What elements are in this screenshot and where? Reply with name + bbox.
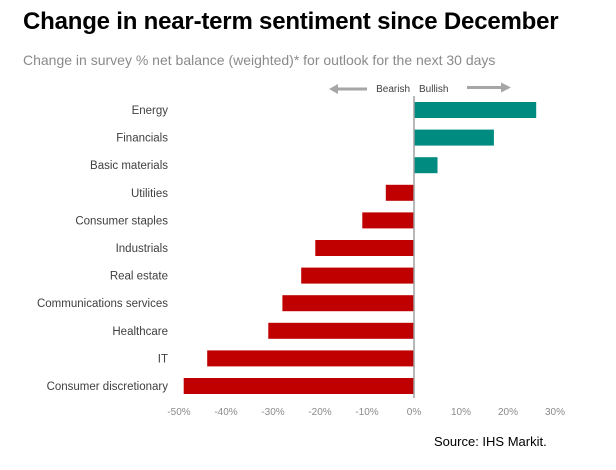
x-tick-label: -40%	[214, 407, 237, 418]
x-tick-label: -10%	[355, 407, 378, 418]
category-label: IT	[158, 353, 168, 365]
bar-real-estate	[301, 267, 414, 284]
bar-it	[207, 350, 414, 367]
bar-energy	[414, 102, 537, 118]
bar-consumer-staples	[362, 212, 414, 229]
bullish-arrow-icon	[467, 82, 511, 93]
x-tick-label: 20%	[498, 407, 518, 418]
x-tick-label: 0%	[407, 407, 422, 418]
bar-healthcare	[268, 322, 414, 339]
category-label: Energy	[132, 105, 169, 117]
bullish-label: Bullish	[419, 84, 448, 95]
category-label: Real estate	[110, 271, 168, 283]
x-tick-label: -50%	[167, 407, 190, 418]
category-label: Communications services	[37, 298, 168, 310]
category-label: Utilities	[131, 188, 168, 200]
x-tick-label: -30%	[261, 407, 284, 418]
category-label: Industrials	[116, 243, 169, 255]
category-label: Basic materials	[90, 160, 168, 172]
bar-chart: Bearish Bullish Energy Financials Basic ma…	[37, 82, 565, 418]
source-note: Source: IHS Markit.	[434, 434, 547, 449]
x-tick-label: 10%	[451, 407, 471, 418]
bearish-arrow-icon	[329, 84, 367, 94]
chart-title: Change in near-term sentiment since Dece…	[23, 8, 559, 35]
bar-consumer-discretionary	[183, 378, 414, 394]
bar-utilities	[385, 184, 414, 201]
direction-annotation: Bearish Bullish	[329, 82, 511, 95]
chart-subtitle: Change in survey % net balance (weighted…	[23, 52, 496, 68]
category-label: Healthcare	[112, 326, 168, 338]
x-tick-label: -20%	[308, 407, 331, 418]
bar-financials	[414, 129, 494, 146]
category-label: Consumer discretionary	[47, 381, 169, 393]
x-tick-label: 30%	[545, 407, 565, 418]
bar-communications-services	[282, 295, 414, 312]
bar-industrials	[315, 240, 414, 256]
category-label: Consumer staples	[75, 215, 168, 227]
bar-basic-materials	[414, 157, 438, 174]
category-label: Financials	[116, 133, 168, 145]
bearish-label: Bearish	[376, 84, 410, 95]
